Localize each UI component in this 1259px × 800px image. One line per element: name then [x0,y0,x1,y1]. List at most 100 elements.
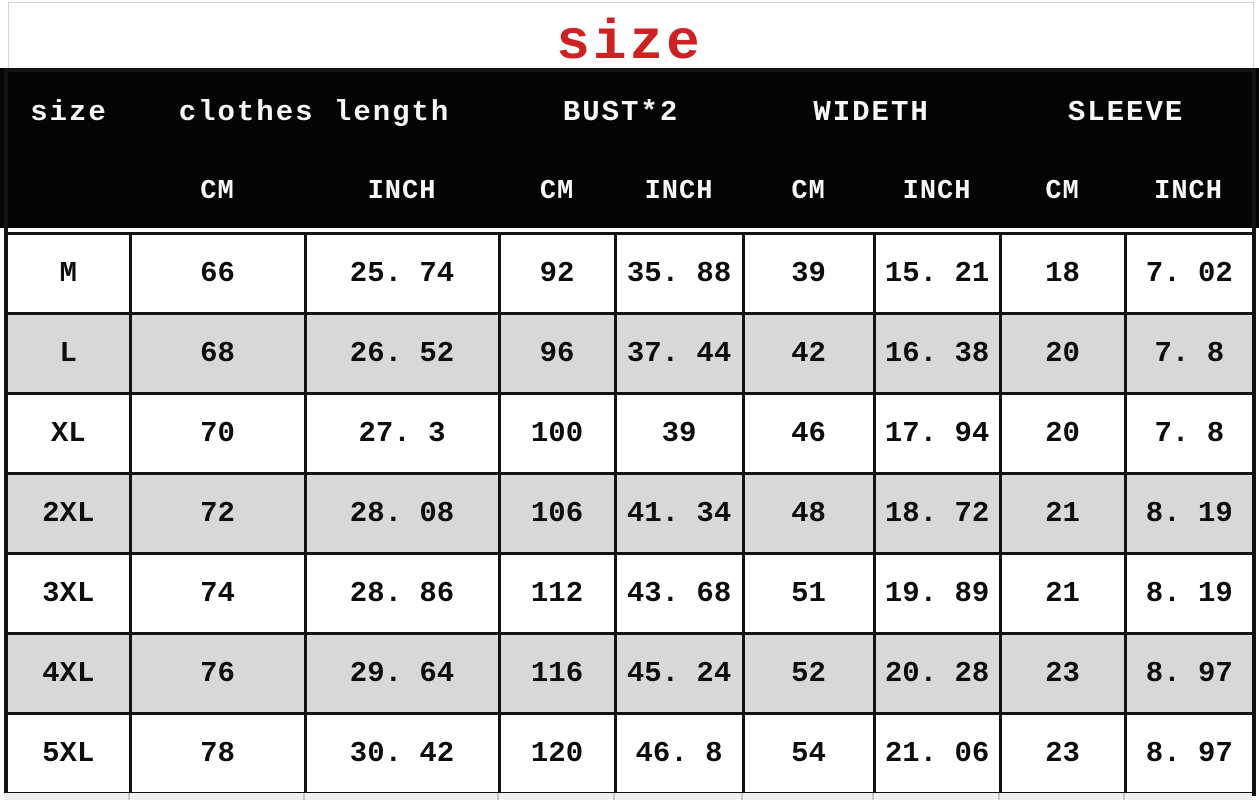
value-cell: 8. 19 [1123,472,1256,555]
header-clothes-length: clothes length [178,95,451,129]
value-cell: 8. 19 [1123,552,1256,635]
header-bust: BUST*2 [562,95,680,129]
table-row: 2XL 72 28. 08 106 41. 34 48 18. 72 21 8. 19 [4,472,1256,555]
value-cell: 29. 64 [303,632,501,715]
value-cell: 18 [998,232,1127,315]
value-cell: 120 [497,712,617,796]
value-cell: 21. 06 [872,712,1002,796]
value-cell: 18. 72 [872,472,1002,555]
bottom-strip-segment [128,793,303,800]
table-row: XL 70 27. 3 100 39 46 17. 94 20 7. 8 [4,392,1256,475]
value-cell: 17. 94 [872,392,1002,475]
bottom-strip-segment [998,793,1123,800]
size-table: size clothes length BUST*2 WIDETH SLEEVE… [4,68,1257,796]
size-cell: 5XL [4,712,132,796]
value-cell: 23 [998,712,1127,796]
header-empty-cell [6,152,130,234]
value-cell: 16. 38 [872,312,1002,395]
value-cell: 27. 3 [303,392,501,475]
table-row: 3XL 74 28. 86 112 43. 68 51 19. 89 21 8. 19 [4,552,1256,635]
value-cell: 7. 8 [1123,312,1256,395]
unit-header-row: CM INCH CM INCH CM INCH CM INCH [6,152,1254,234]
value-cell: 21 [998,472,1127,555]
page-title: size [556,11,703,75]
bottom-strip-segment [303,793,497,800]
value-cell: 52 [741,632,876,715]
value-cell: 42 [741,312,876,395]
bottom-strip-segment [613,793,741,800]
size-cell: XL [4,392,132,475]
value-cell: 21 [998,552,1127,635]
bottom-strip-segment [497,793,613,800]
value-cell: 112 [497,552,617,635]
unit-cm: CM [539,177,575,207]
value-cell: 28. 86 [303,552,501,635]
value-cell: 39 [741,232,876,315]
value-cell: 54 [741,712,876,796]
bottom-strip-segment [872,793,998,800]
value-cell: 26. 52 [303,312,501,395]
value-cell: 70 [128,392,307,475]
size-table-body: M 66 25. 74 92 35. 88 39 15. 21 18 7. 02 L 68 26. 5… [4,232,1256,796]
header-sleeve: SLEEVE [1067,95,1185,129]
value-cell: 30. 42 [303,712,501,796]
table-row: L 68 26. 52 96 37. 44 42 16. 38 20 7. 8 [4,312,1256,395]
value-cell: 76 [128,632,307,715]
value-cell: 78 [128,712,307,796]
title-band: size [0,0,1259,75]
table-row: 4XL 76 29. 64 116 45. 24 52 20. 28 23 8. 97 [4,632,1256,715]
unit-cm: CM [1045,177,1080,207]
value-cell: 116 [497,632,617,715]
size-cell: 4XL [4,632,132,715]
value-cell: 7. 02 [1123,232,1256,315]
value-cell: 35. 88 [613,232,745,315]
value-cell: 39 [613,392,745,475]
table-row: 5XL 78 30. 42 120 46. 8 54 21. 06 23 8. 97 [4,712,1256,796]
unit-cm: CM [791,177,826,207]
bottom-strip [4,793,1252,800]
value-cell: 28. 08 [303,472,501,555]
size-cell: M [4,232,132,315]
value-cell: 7. 8 [1123,392,1256,475]
bottom-strip-segment [1123,793,1252,800]
size-cell: 3XL [4,552,132,635]
unit-inch: INCH [1154,177,1223,207]
table-header: size clothes length BUST*2 WIDETH SLEEVE… [6,70,1254,234]
value-cell: 92 [497,232,617,315]
value-cell: 51 [741,552,876,635]
value-cell: 48 [741,472,876,555]
unit-inch: INCH [902,177,972,207]
value-cell: 45. 24 [613,632,745,715]
value-cell: 74 [128,552,307,635]
value-cell: 23 [998,632,1127,715]
value-cell: 20. 28 [872,632,1002,715]
header-wideth: WIDETH [813,95,930,129]
value-cell: 46 [741,392,876,475]
bottom-strip-segment [741,793,872,800]
value-cell: 20 [998,392,1127,475]
value-cell: 72 [128,472,307,555]
size-cell: L [4,312,132,395]
unit-inch: INCH [644,177,714,207]
value-cell: 37. 44 [613,312,745,395]
value-cell: 46. 8 [613,712,745,796]
value-cell: 68 [128,312,307,395]
value-cell: 15. 21 [872,232,1002,315]
value-cell: 19. 89 [872,552,1002,635]
value-cell: 66 [128,232,307,315]
unit-cm: CM [200,177,235,207]
group-header-row: size clothes length BUST*2 WIDETH SLEEVE [6,70,1254,152]
bottom-strip-segment [4,793,128,800]
size-cell: 2XL [4,472,132,555]
value-cell: 100 [497,392,617,475]
value-cell: 106 [497,472,617,555]
value-cell: 8. 97 [1123,712,1256,796]
header-background [0,68,1259,228]
value-cell: 43. 68 [613,552,745,635]
value-cell: 96 [497,312,617,395]
value-cell: 20 [998,312,1127,395]
table-row: M 66 25. 74 92 35. 88 39 15. 21 18 7. 02 [4,232,1256,315]
unit-inch: INCH [367,177,437,207]
header-size: size [30,95,108,129]
